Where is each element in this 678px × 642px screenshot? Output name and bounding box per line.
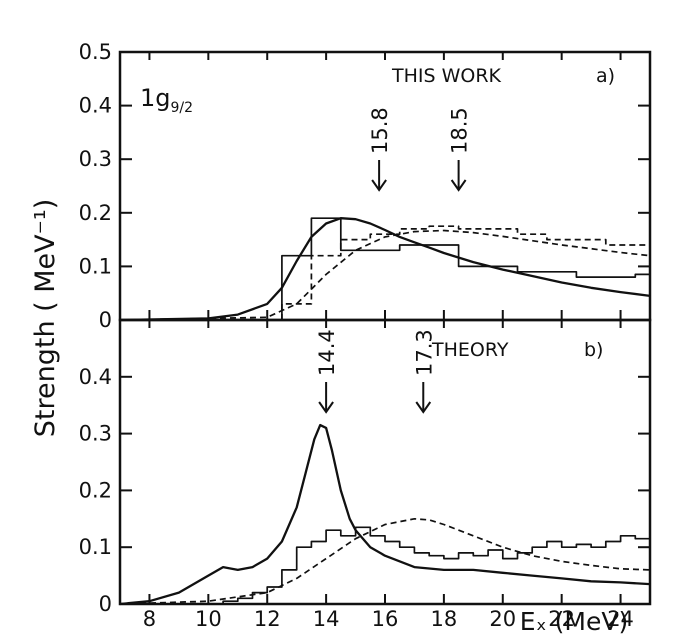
panel-a-annotation-arrowhead: [371, 179, 387, 192]
panel-b-frame: [118, 318, 652, 606]
panel-a-dashed-histogram-series: [281, 225, 650, 320]
state-main-text: 1g: [140, 84, 171, 112]
panel-b-annotation-label: 17.3: [412, 329, 436, 376]
panel-b-y-tick-label: 0: [99, 592, 112, 616]
x-axis-title: Eₓ (MeV): [520, 607, 628, 636]
x-tick-label: 22: [548, 607, 575, 631]
panel-a-y-tick-label: 0.2: [79, 201, 112, 225]
panel-b-label: b): [584, 339, 603, 361]
panel-a-annotation-label: 15.8: [368, 107, 392, 154]
x-tick-label: 24: [607, 607, 634, 631]
panel-b-y-tick-label: 0.4: [79, 365, 112, 389]
panel-b-y-tick-label: 0.1: [79, 535, 112, 559]
panel-b-annotation-arrowhead: [415, 401, 432, 414]
panel-a-y-tick-label: 0.4: [79, 94, 112, 118]
x-tick-label: 12: [254, 607, 281, 631]
panel-a-state-label: 1g9/2: [140, 84, 193, 116]
panel-a-annotation-arrowhead: [450, 179, 467, 192]
panel-b-annotation-label: 14.4: [315, 329, 339, 376]
panel-a-annotation-label: 18.5: [448, 107, 472, 154]
x-tick-label: 10: [195, 607, 222, 631]
panel-b-y-tick-label: 0.3: [79, 422, 112, 446]
panel-b-solid-histogram-series: [222, 526, 650, 604]
y-axis-title: Strength ( MeV⁻¹): [30, 199, 61, 437]
state-subscript-text: 9/2: [171, 100, 194, 116]
panel-a-y-tick-label: 0.5: [79, 40, 112, 64]
panel-a-frame: [118, 50, 652, 322]
x-tick-label: 18: [431, 607, 458, 631]
x-tick-label: 14: [313, 607, 340, 631]
panel-b: THEORY b) 0 0.1 0.2 0.3 0.4 14.4 17.3: [79, 318, 652, 616]
panel-b-dashed-curve-series: [119, 517, 651, 605]
panel-a-y-tick-label: 0: [99, 308, 112, 332]
x-tick-label: 8: [143, 607, 156, 631]
panel-b-solid-curve-series: [119, 423, 651, 606]
panel-a: THIS WORK a) 1g9/2 0 0.1 0.2 0.3 0.4 0.5 15.8 1…: [79, 40, 652, 332]
panel-a-label: a): [596, 65, 615, 87]
x-tick-label: 20: [489, 607, 516, 631]
panel-a-title: THIS WORK: [391, 65, 502, 87]
y-axis-title-group: Strength ( MeV⁻¹): [30, 199, 61, 437]
panel-b-y-tick-label: 0.2: [79, 478, 112, 502]
panel-b-annotation-arrowhead: [318, 401, 334, 414]
panel-a-solid-histogram-series: [281, 217, 650, 320]
panel-a-y-tick-label: 0.3: [79, 147, 112, 171]
panel-a-y-tick-label: 0.1: [79, 254, 112, 278]
x-tick-label: 16: [372, 607, 399, 631]
panel-b-title: THEORY: [431, 339, 509, 361]
panel-a-solid-curve-series: [119, 217, 651, 322]
panel-a-dashed-curve-series: [119, 229, 651, 321]
